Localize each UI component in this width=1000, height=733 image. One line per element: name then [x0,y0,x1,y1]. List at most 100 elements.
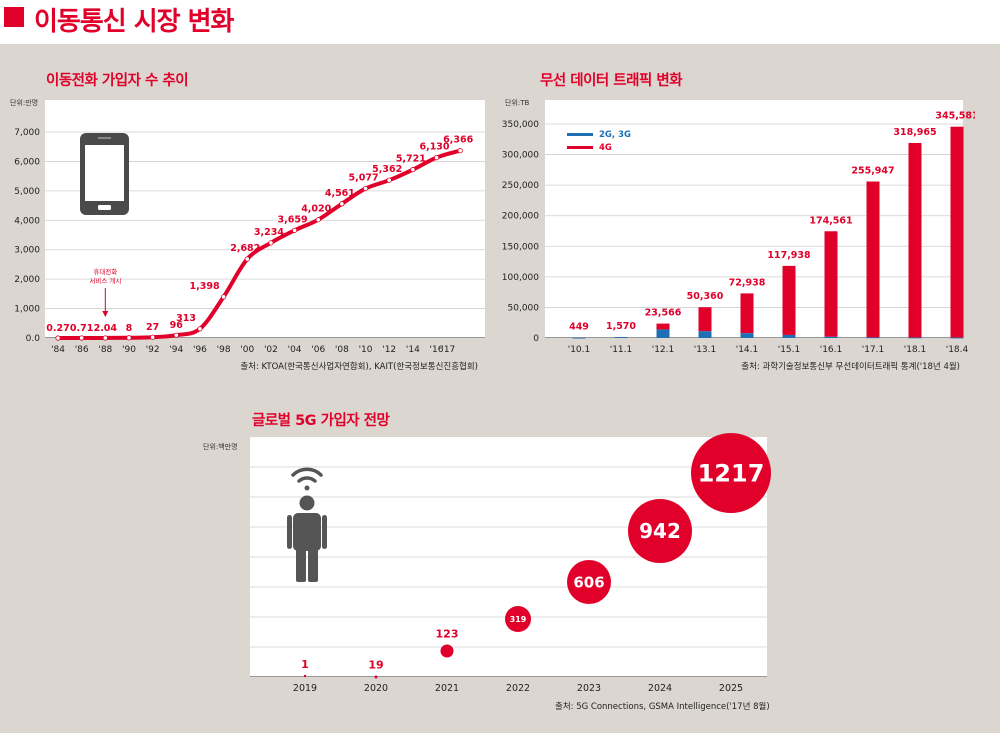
x-tick-label: '94 [169,345,183,355]
x-tick-label: '16.1 [820,345,843,355]
y-tick-label: 300,000 [502,151,539,161]
traffic-bar-chart: 단위:TB 0 50,000 100,000 150,000 200,000 250,000… [502,98,975,355]
legend-swatch-4g [567,146,593,149]
x-tick-label: '11.1 [610,345,633,355]
data-label: 2,682 [230,243,260,254]
fiveg-source: 출처: 5G Connections, GSMA Intelligence('1… [555,702,770,712]
y-tick-label: 2,000 [14,275,40,285]
person-leg-left [296,548,306,582]
data-label: 27 [146,322,159,333]
fiveg-bubble-chart: 단위:백만명 2019 1 2020 19 2021 123 2022 319 2023 606 20… [203,433,771,694]
data-point [386,177,392,183]
x-tick-label: 2025 [719,683,743,694]
person-torso [293,513,321,551]
bar-total-label: 345,581 [935,111,975,122]
x-tick-label: '14 [406,345,420,355]
data-point [433,155,440,161]
y-tick-label: 0.0 [26,334,41,344]
bar-total-label: 50,360 [687,291,724,302]
person-arm-right [322,515,327,549]
y-tick-label: 7,000 [14,128,40,138]
x-tick-label: '13.1 [694,345,717,355]
annotation-text: 휴대전화 [93,267,117,276]
bar-total-label: 23,566 [645,308,682,319]
y-unit-label: 단위:백만명 [203,442,238,451]
y-tick-label: 4,000 [14,216,40,226]
x-tick-label: '17.1 [862,345,885,355]
legend-label-4g: 4G [599,143,612,153]
phone-button [98,205,111,210]
x-tick-label: '08 [335,345,349,355]
data-label: 5,362 [372,164,402,175]
x-tick-label: '04 [288,345,302,355]
data-label: 313 [176,313,196,324]
x-tick-label: 2021 [435,683,459,694]
x-tick-label: '98 [217,345,231,355]
bar-2g3g [950,337,964,339]
data-point [362,185,369,192]
x-tick-label: '84 [51,345,65,355]
x-tick-label: '16 [430,345,444,355]
y-tick-label: 5,000 [14,187,40,197]
bubble-label: 606 [573,573,604,591]
x-tick-label: '02 [264,345,278,355]
legend-swatch-2g3g [567,133,593,136]
bar-4g [740,293,754,334]
page-title: 이동통신 시장 변화 [34,7,234,37]
annotation-arrowhead [102,311,109,317]
phone-screen [85,145,124,201]
data-point [150,334,156,340]
annotation-text: 서비스 개시 [89,276,121,285]
data-label: 2.04 [94,323,118,334]
data-point [268,240,274,246]
y-unit-label: 단위:TB [505,98,530,107]
traffic-chart-title: 무선 데이터 트래픽 변화 [540,73,683,89]
x-tick-label: '88 [98,345,112,355]
bar-2g3g [740,333,754,338]
data-label: 3,234 [254,227,284,238]
data-label: 5,721 [396,154,426,165]
data-label: 5,077 [349,173,379,184]
data-point [126,335,132,341]
data-point [291,227,298,233]
x-tick-label: '18.4 [946,345,969,355]
bar-2g3g [824,336,838,338]
bar-total-label: 318,965 [893,127,936,138]
x-tick-label: '92 [146,345,160,355]
subscribers-line-chart: 단위:만명 0.0 1,000 2,000 3,000 4,000 5,000 6,000 7,… [10,98,485,355]
y-unit-label: 단위:만명 [10,98,38,107]
x-tick-label: '17 [441,345,455,355]
y-tick-label: 100,000 [502,273,539,283]
bubble [374,675,378,679]
x-tick-label: 2023 [577,683,601,694]
person-leg-right [308,548,318,582]
bar-2g3g [656,329,670,338]
data-point [410,167,416,173]
bubble [303,674,307,678]
y-tick-label: 3,000 [14,246,40,256]
bar-2g3g [866,337,880,339]
x-tick-label: '00 [240,345,254,355]
bar-total-label: 255,947 [851,166,894,177]
x-tick-label: '96 [193,345,207,355]
y-tick-label: 0 [533,334,539,344]
subscribers-chart-title: 이동전화 가입자 수 추이 [46,73,189,89]
bar-4g [908,142,922,338]
bar-2g3g [908,337,922,339]
page-header: 이동통신 시장 변화 [0,0,1000,44]
person-wifi-icon [287,467,327,582]
y-tick-label: 150,000 [502,242,539,252]
bubble-label: 123 [436,628,459,641]
bar-total-label: 72,938 [729,277,766,288]
bar-2g3g [614,337,628,338]
bar-4g [698,307,712,332]
bar-4g [950,126,964,338]
bubble-label: 19 [368,659,383,672]
subscribers-source: 출처: KTOA(한국통신사업자연합회), KAIT(한국정보통신진흥협회) [240,362,478,372]
traffic-source: 출처: 과학기술정보통신부 무선데이터트래픽 통계('18년 4월) [741,362,960,372]
data-point [79,335,85,341]
data-point [315,217,321,223]
wifi-arc-inner [297,476,317,483]
data-label: 96 [170,320,184,331]
fiveg-chart-title: 글로벌 5G 가입자 전망 [252,413,390,429]
